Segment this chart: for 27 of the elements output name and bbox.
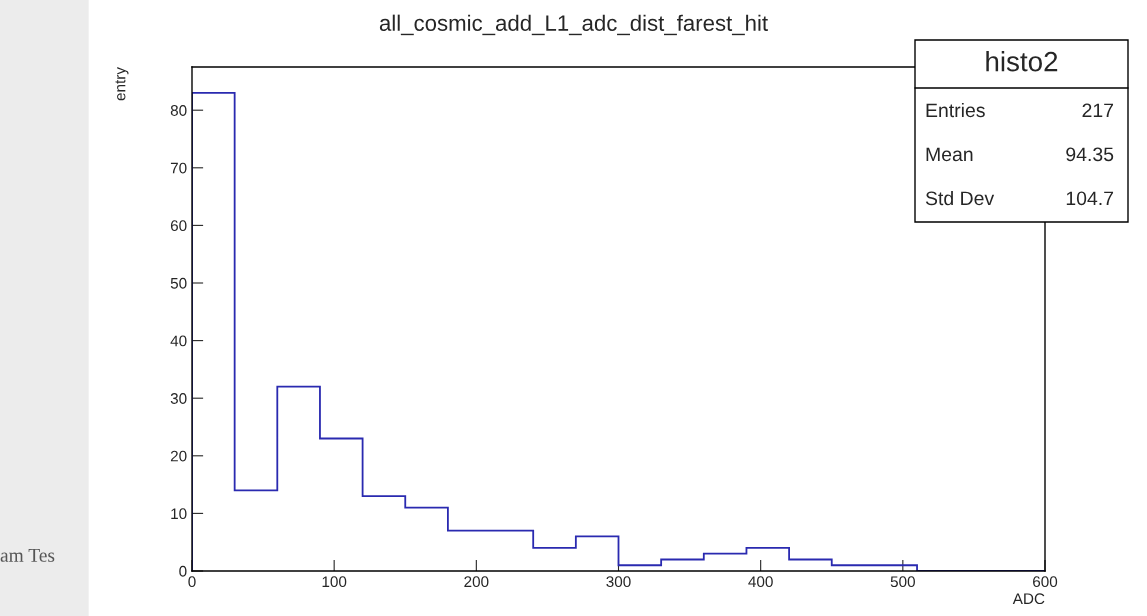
x-tick-label: 300 [606, 576, 631, 588]
y-tick-label: 50 [170, 277, 187, 289]
annotation: histo2 [986, 51, 1058, 72]
y-tick-label: 60 [170, 220, 187, 232]
y-tick-label: 80 [170, 105, 187, 116]
text: am Tes [0, 548, 55, 562]
y-tick-label: 10 [171, 508, 187, 520]
x-tick-label: 0 [188, 576, 196, 588]
x-tick-label: 200 [464, 576, 489, 588]
y-tick-label: 70 [170, 162, 187, 174]
x-axis-title: ADC [1012, 593, 1045, 605]
y-tick-label: 40 [170, 335, 187, 347]
x-tick-label: 100 [322, 576, 347, 588]
annotation: Entries [926, 102, 985, 118]
text: 217 [1082, 103, 1114, 118]
annotation: Mean [926, 147, 973, 162]
chart-title: all_cosmic_add_L1_adc_dist_farest_hit [379, 14, 768, 36]
text: 104.7 [1066, 191, 1114, 206]
text: 94.35 [1066, 147, 1114, 162]
annotation: Std Dev [925, 190, 995, 206]
x-tick-label: 600 [1033, 576, 1058, 588]
y-tick-label: 20 [170, 450, 187, 462]
y-tick-label: 0 [179, 565, 187, 577]
y-axis-title: entry [115, 67, 129, 101]
y-tick-label: 30 [170, 393, 187, 404]
x-tick-label: 500 [890, 576, 915, 588]
x-tick-label: 400 [748, 576, 773, 588]
